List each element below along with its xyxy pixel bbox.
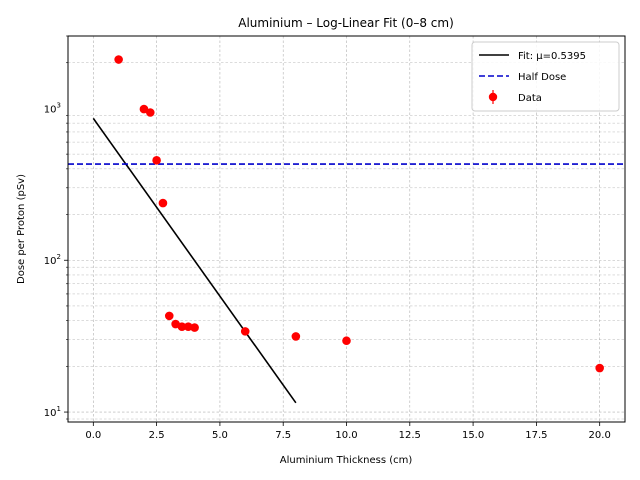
data-point [164,311,174,321]
x-axis-label: Aluminium Thickness (cm) [280,455,413,466]
legend-data-label: Data [518,93,542,104]
x-tick-label: 5.0 [212,430,228,441]
data-point [240,327,250,336]
plot-area [68,55,625,404]
y-tick-label-base: 10 [44,104,57,115]
legend-half-dose-label: Half Dose [518,72,566,83]
x-tick-label: 10.0 [335,430,357,441]
x-tick-label: 15.0 [462,430,484,441]
x-tick-label: 17.5 [525,430,547,441]
y-tick-label-base: 10 [44,408,57,419]
legend: Fit: μ=0.5395 Half Dose Data [471,41,620,112]
data-point [139,104,149,114]
legend-fit-label: Fit: μ=0.5395 [518,51,586,62]
fit-line [92,117,297,404]
y-tick-label: 103 [44,101,61,115]
data-point [190,323,199,332]
x-tick-label: 0.0 [85,430,101,441]
data-point [291,332,301,341]
data-point [183,322,193,331]
x-tick-label: 20.0 [589,430,611,441]
data-point [158,198,168,208]
grid [68,35,625,422]
y-axis-label: Dose per Proton (pSv) [16,174,27,284]
x-tick-label: 12.5 [399,430,421,441]
data-point [177,322,187,331]
x-tick-label: 7.5 [275,430,291,441]
data-point [145,108,155,117]
y-tick-label-exponent: 2 [57,253,61,261]
data-point [114,55,123,64]
chart-title: Aluminium – Log-Linear Fit (0–8 cm) [238,16,454,30]
y-tick-label-exponent: 3 [57,101,61,109]
data-point [342,336,351,346]
y-tick-label: 101 [44,405,61,419]
y-tick-label: 102 [44,253,61,267]
x-tick-label: 2.5 [149,430,165,441]
y-tick-label-base: 10 [44,256,57,267]
x-axis: 0.0 2.5 5.0 7.5 10.0 12.5 15.0 17.5 20.0 [85,422,611,441]
data-point [595,363,604,373]
legend-data-marker [488,92,498,102]
legend-box [471,41,620,112]
data-point [152,156,161,165]
y-tick-label-exponent: 1 [57,405,61,413]
